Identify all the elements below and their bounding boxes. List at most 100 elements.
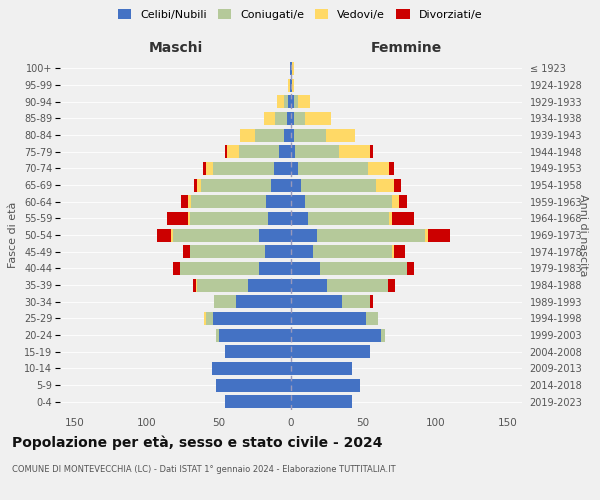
Bar: [183, 245, 190, 258]
Bar: [248, 278, 291, 291]
Bar: [291, 295, 341, 308]
Bar: [291, 178, 301, 192]
Bar: [224, 395, 291, 408]
Bar: [389, 212, 392, 225]
Text: Femmine: Femmine: [371, 41, 442, 55]
Bar: [288, 95, 291, 108]
Bar: [370, 145, 373, 158]
Bar: [288, 78, 290, 92]
Bar: [216, 378, 291, 392]
Bar: [275, 112, 287, 125]
Bar: [266, 195, 291, 208]
Bar: [291, 162, 298, 175]
Bar: [268, 212, 291, 225]
Bar: [259, 262, 291, 275]
Bar: [180, 262, 259, 275]
Bar: [265, 245, 291, 258]
Bar: [407, 262, 414, 275]
Bar: [224, 345, 291, 358]
Bar: [284, 128, 291, 141]
Bar: [227, 145, 239, 158]
Bar: [219, 328, 291, 342]
Bar: [206, 312, 213, 325]
Bar: [291, 362, 352, 375]
Bar: [292, 78, 294, 92]
Bar: [202, 178, 271, 192]
Bar: [255, 128, 284, 141]
Bar: [388, 278, 395, 291]
Bar: [197, 178, 202, 192]
Bar: [239, 145, 280, 158]
Bar: [171, 228, 173, 241]
Bar: [292, 62, 294, 75]
Y-axis label: Anni di nascita: Anni di nascita: [578, 194, 588, 276]
Bar: [197, 278, 248, 291]
Text: Maschi: Maschi: [148, 41, 203, 55]
Bar: [157, 228, 171, 241]
Bar: [428, 228, 450, 241]
Bar: [236, 295, 291, 308]
Bar: [389, 162, 394, 175]
Bar: [291, 262, 320, 275]
Bar: [190, 212, 268, 225]
Bar: [271, 178, 291, 192]
Bar: [338, 145, 370, 158]
Bar: [291, 378, 360, 392]
Bar: [213, 162, 274, 175]
Bar: [294, 112, 305, 125]
Bar: [287, 112, 291, 125]
Bar: [366, 312, 377, 325]
Bar: [294, 128, 326, 141]
Bar: [203, 162, 206, 175]
Bar: [308, 212, 389, 225]
Bar: [224, 145, 227, 158]
Bar: [376, 178, 394, 192]
Bar: [194, 178, 197, 192]
Bar: [305, 112, 331, 125]
Bar: [263, 112, 275, 125]
Bar: [190, 245, 265, 258]
Bar: [181, 195, 188, 208]
Bar: [291, 312, 366, 325]
Bar: [291, 328, 380, 342]
Bar: [298, 95, 310, 108]
Bar: [241, 128, 255, 141]
Bar: [291, 195, 305, 208]
Bar: [205, 312, 206, 325]
Bar: [368, 162, 389, 175]
Bar: [277, 95, 284, 108]
Bar: [327, 278, 388, 291]
Bar: [291, 345, 370, 358]
Bar: [295, 145, 338, 158]
Bar: [196, 278, 197, 291]
Bar: [193, 278, 196, 291]
Bar: [291, 212, 308, 225]
Bar: [173, 262, 180, 275]
Bar: [392, 195, 399, 208]
Bar: [317, 228, 425, 241]
Bar: [259, 228, 291, 241]
Bar: [291, 95, 294, 108]
Bar: [291, 62, 292, 75]
Bar: [291, 128, 294, 141]
Bar: [167, 212, 188, 225]
Bar: [206, 162, 213, 175]
Text: COMUNE DI MONTEVECCHIA (LC) - Dati ISTAT 1° gennaio 2024 - Elaborazione TUTTITAL: COMUNE DI MONTEVECCHIA (LC) - Dati ISTAT…: [12, 465, 395, 474]
Bar: [298, 162, 368, 175]
Bar: [290, 78, 291, 92]
Bar: [188, 212, 190, 225]
Bar: [394, 178, 401, 192]
Bar: [291, 278, 327, 291]
Bar: [216, 328, 219, 342]
Legend: Celibi/Nubili, Coniugati/e, Vedovi/e, Divorziati/e: Celibi/Nubili, Coniugati/e, Vedovi/e, Di…: [115, 6, 485, 23]
Bar: [291, 78, 292, 92]
Bar: [291, 228, 317, 241]
Bar: [213, 312, 291, 325]
Bar: [212, 362, 291, 375]
Bar: [291, 145, 295, 158]
Bar: [392, 245, 394, 258]
Bar: [291, 245, 313, 258]
Bar: [284, 95, 288, 108]
Bar: [290, 62, 291, 75]
Bar: [326, 128, 355, 141]
